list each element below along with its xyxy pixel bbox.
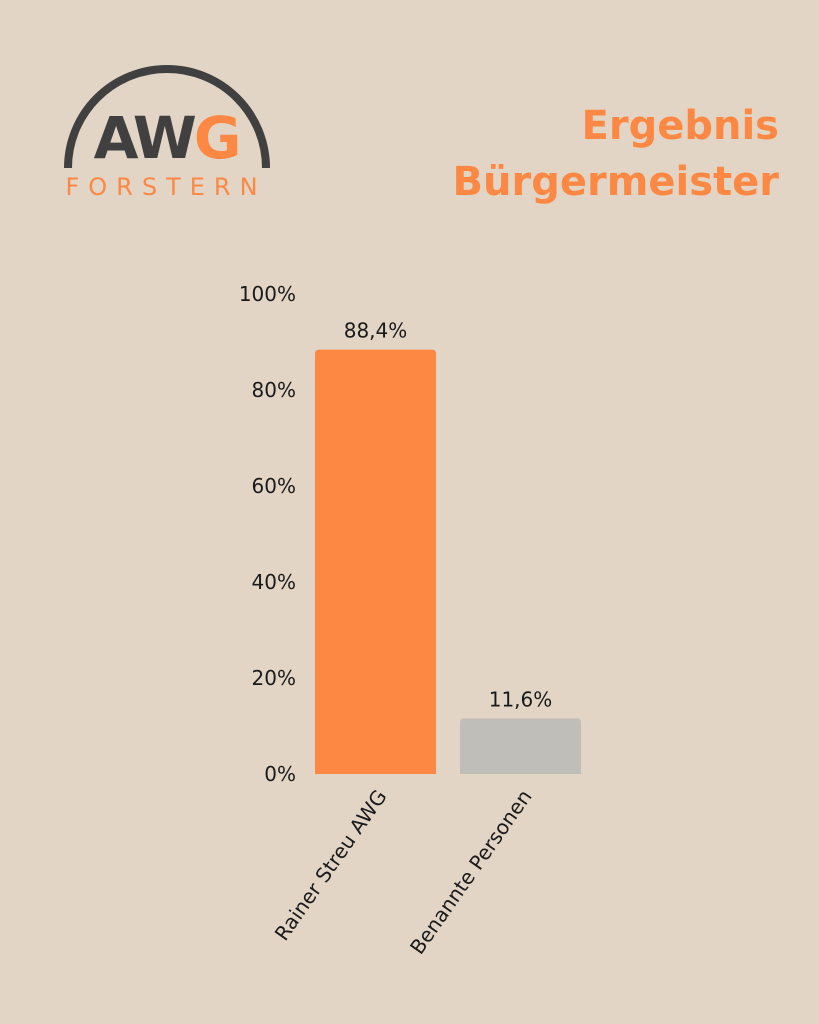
- x-tick-label: Benannte Personen: [405, 785, 537, 959]
- page-title: Ergebnis Bürgermeister: [453, 98, 779, 210]
- y-tick-label: 20%: [252, 666, 296, 690]
- x-tick-label: Rainer Streu AWG: [270, 785, 392, 945]
- title-line-2: Bürgermeister: [452, 159, 779, 205]
- logo-subtitle: FORSTERN: [65, 173, 266, 201]
- data-label: 88,4%: [344, 319, 408, 343]
- bars: 88,4% 11,6%: [315, 319, 581, 774]
- y-tick-label: 100%: [239, 282, 296, 306]
- y-axis: 0% 20% 40% 60% 80% 100%: [239, 282, 296, 786]
- y-tick-label: 40%: [252, 570, 296, 594]
- logo-text: AWG: [94, 104, 239, 172]
- data-label: 11,6%: [489, 687, 553, 711]
- y-tick-label: 60%: [252, 474, 296, 498]
- y-tick-label: 80%: [252, 378, 296, 402]
- logo-arch: [64, 65, 270, 169]
- y-tick-label: 0%: [264, 762, 296, 786]
- bar: [315, 349, 436, 774]
- awg-logo: AWG FORSTERN: [64, 65, 270, 201]
- x-axis: Rainer Streu AWG Benannte Personen: [270, 785, 537, 959]
- title-line-1: Ergebnis: [581, 103, 779, 149]
- bar: [460, 718, 581, 774]
